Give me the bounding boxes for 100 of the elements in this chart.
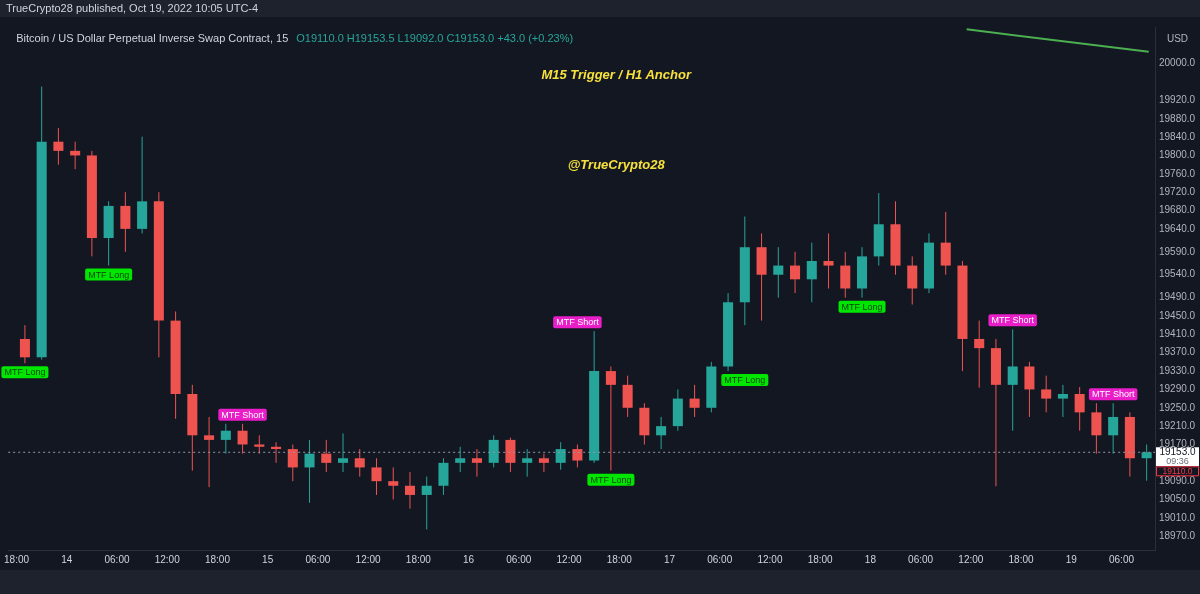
x-tick-label: 15	[262, 553, 274, 565]
candlestick	[656, 416, 667, 450]
y-tick-label: 19840.0	[1159, 130, 1196, 142]
candlestick	[471, 448, 482, 478]
y-tick-label: 18970.0	[1159, 529, 1196, 541]
text: O19110.0 H19153.5 L19092.0 C19153.0 +43.0 (+0.23%)	[296, 32, 574, 45]
y-tick-label: 19760.0	[1159, 167, 1196, 179]
candlestick	[505, 437, 516, 473]
candlestick	[840, 251, 851, 299]
candlestick	[689, 384, 700, 418]
candlestick	[321, 439, 332, 473]
y-tick-label: 19290.0	[1159, 383, 1196, 395]
candlestick	[287, 443, 298, 482]
annotation: MTF Long	[4, 367, 46, 378]
y-axis-title: USD	[1166, 32, 1189, 44]
candlestick	[404, 471, 416, 510]
candlestick	[237, 423, 248, 455]
y-tick-label: 20000.0	[1159, 57, 1196, 69]
y-tick-label: 19410.0	[1159, 328, 1196, 340]
candlestick	[120, 191, 131, 253]
candlestick	[1007, 328, 1018, 432]
annotation: MTF Long	[841, 301, 883, 312]
annotation: MTF Short	[991, 315, 1035, 326]
x-tick-label: 12:00	[154, 553, 181, 565]
candlestick	[455, 446, 466, 473]
x-tick-label: 06:00	[305, 553, 331, 565]
y-tick-label: 19680.0	[1159, 204, 1196, 216]
y-tick-label: 19800.0	[1159, 149, 1196, 161]
x-tick-label: 18	[864, 553, 877, 565]
text: 19110.0	[1162, 465, 1193, 476]
candlestick	[555, 441, 566, 471]
candlestick	[622, 375, 633, 418]
y-tick-label: 19450.0	[1159, 309, 1196, 321]
x-tick-label: 19	[1065, 553, 1078, 565]
candlestick	[1041, 375, 1052, 413]
x-tick-label: 18:00	[807, 553, 834, 565]
x-tick-label: 18:00	[606, 553, 633, 565]
y-tick-label: 19490.0	[1159, 291, 1196, 303]
annotation: MTF Long	[724, 375, 766, 386]
candlestick	[388, 466, 399, 501]
x-tick-label: 06:00	[908, 553, 934, 565]
candlestick	[907, 255, 918, 306]
x-tick-label: 06:00	[707, 553, 733, 565]
candlestick	[19, 324, 30, 364]
candlestick	[823, 232, 834, 289]
y-tick-label: 19880.0	[1159, 112, 1196, 124]
candlestick	[421, 476, 432, 530]
x-tick-label: 18:00	[405, 553, 432, 565]
text: TrueCrypto28 published, Oct 19, 2022 10:05 UTC-4	[0, 0, 1200, 17]
y-tick-label: 19090.0	[1159, 474, 1196, 486]
y-tick-label: 19370.0	[1159, 346, 1196, 358]
candlestick	[371, 457, 382, 496]
candlestick	[790, 251, 801, 294]
x-tick-label: 12:00	[757, 553, 783, 565]
candlestick	[1091, 402, 1102, 455]
candlestick	[940, 211, 951, 276]
candlestick	[572, 443, 583, 468]
x-tick-label: 06:00	[506, 553, 532, 565]
candlestick	[538, 453, 549, 473]
candlestick	[773, 246, 784, 299]
y-tick-label: 19720.0	[1159, 185, 1196, 197]
x-tick-label: 12:00	[355, 553, 382, 565]
candlestick	[605, 365, 616, 472]
x-tick-label: 18:00	[204, 553, 231, 565]
candlestick	[806, 242, 817, 303]
x-tick-label: 17	[663, 553, 676, 565]
candlestick	[337, 432, 349, 473]
annotation: MTF Short	[556, 317, 600, 328]
x-tick-label: 12:00	[556, 553, 582, 565]
candlestick	[1108, 402, 1119, 455]
x-tick-label: 18:00	[4, 553, 30, 565]
candlestick	[1141, 443, 1152, 482]
candlestick	[1057, 384, 1068, 418]
y-tick-label: 19640.0	[1159, 222, 1196, 234]
annotation: MTF Long	[88, 269, 130, 280]
x-tick-label: 14	[61, 553, 73, 565]
candlestick	[354, 448, 365, 478]
x-tick-label: 18:00	[1008, 553, 1035, 565]
x-tick-label: 16	[463, 553, 475, 565]
annotation: MTF Short	[1091, 389, 1135, 400]
y-tick-label: 19330.0	[1159, 364, 1196, 376]
candlestick	[1074, 386, 1085, 432]
candlestick	[1024, 361, 1035, 418]
candlestick	[204, 416, 215, 488]
x-tick-label: 12:00	[958, 553, 984, 565]
text: 09:36	[1166, 455, 1189, 466]
candlestick	[974, 320, 985, 389]
x-tick-label: 06:00	[1109, 553, 1135, 565]
y-tick-label: 19920.0	[1159, 94, 1196, 106]
y-tick-label: 19250.0	[1159, 401, 1196, 413]
text: Bitcoin / US Dollar Perpetual Inverse Swap Contract, 15	[16, 32, 289, 45]
x-tick-label: 06:00	[104, 553, 130, 565]
annotation: MTF Long	[590, 474, 632, 485]
candlestick	[254, 434, 265, 455]
candlestick	[53, 127, 64, 166]
annotation: M15 Trigger / H1 Anchor	[541, 66, 692, 82]
y-tick-label: 19540.0	[1159, 268, 1196, 280]
candlestick	[488, 434, 499, 468]
y-tick-label: 19590.0	[1159, 245, 1196, 257]
candlestick	[220, 423, 231, 455]
